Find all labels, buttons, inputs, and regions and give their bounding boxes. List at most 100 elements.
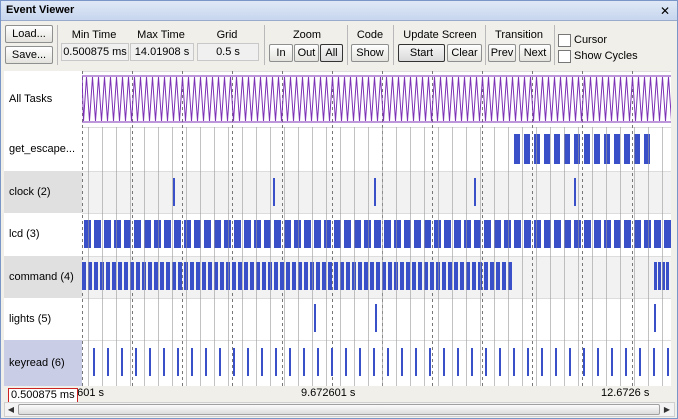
get-escape-bar (644, 134, 650, 164)
keyread-bar (275, 348, 277, 376)
task-label-all-tasks[interactable]: All Tasks (4, 71, 82, 127)
task-label-keyread[interactable]: keyread (6) (4, 340, 82, 386)
lcd-bar (374, 220, 381, 248)
axis-label-mid: 9.672601 s (301, 387, 356, 399)
timeline-plot[interactable] (82, 71, 671, 386)
lcd-bar (164, 220, 171, 248)
command-bar (166, 262, 170, 290)
keyread-bar (625, 348, 627, 376)
command-bar (136, 262, 140, 290)
toolbar-separator (393, 25, 394, 65)
command-bar (346, 262, 350, 290)
task-label-command[interactable]: command (4) (4, 256, 82, 298)
command-bar (292, 262, 296, 290)
transition-next-button[interactable]: Next (519, 44, 551, 62)
command-bar (370, 262, 374, 290)
zoom-out-button[interactable]: Out (294, 44, 319, 62)
keyread-bar (611, 348, 613, 376)
lcd-bar (474, 220, 481, 248)
command-bar (250, 262, 254, 290)
update-clear-button[interactable]: Clear (447, 44, 482, 62)
lcd-bar (124, 220, 131, 248)
lcd-bar (654, 220, 661, 248)
keyread-bar (163, 348, 165, 376)
scroll-right-arrow-icon[interactable]: ▶ (663, 405, 671, 414)
keyread-bar (93, 348, 95, 376)
lcd-bar (284, 220, 291, 248)
keyread-bar (499, 348, 501, 376)
lcd-bar (184, 220, 191, 248)
keyread-bar (583, 348, 585, 376)
lcd-bar (224, 220, 231, 248)
get-escape-bar (534, 134, 540, 164)
lcd-bar (344, 220, 351, 248)
command-bar (154, 262, 158, 290)
keyread-bar (303, 348, 305, 376)
task-label-lights[interactable]: lights (5) (4, 298, 82, 340)
task-label-clock[interactable]: clock (2) (4, 171, 82, 213)
keyread-bar (415, 348, 417, 376)
command-bar (202, 262, 206, 290)
keyread-bar (667, 348, 669, 376)
command-bar (490, 262, 494, 290)
lcd-bar (584, 220, 591, 248)
toolbar-separator (57, 25, 58, 65)
zoom-all-button[interactable]: All (320, 44, 343, 62)
scroll-left-arrow-icon[interactable]: ◀ (7, 405, 15, 414)
horizontal-scrollbar[interactable]: ◀ ▶ (4, 402, 675, 417)
keyread-bar (429, 348, 431, 376)
zoom-in-button[interactable]: In (269, 44, 293, 62)
lcd-bar (404, 220, 411, 248)
scrollbar-thumb[interactable] (18, 404, 660, 415)
clock-bar (474, 178, 476, 206)
command-bar (244, 262, 248, 290)
command-bar (418, 262, 422, 290)
task-label-get-escape[interactable]: get_escape... (4, 127, 82, 171)
command-bar (118, 262, 122, 290)
timeline-svg (82, 71, 671, 386)
get-escape-bar (514, 134, 520, 164)
close-icon[interactable]: ✕ (659, 4, 671, 18)
keyread-bar (541, 348, 543, 376)
keyread-bar (121, 348, 123, 376)
keyread-bar (387, 348, 389, 376)
show-cycles-checkbox[interactable] (558, 50, 571, 63)
lcd-bar (244, 220, 251, 248)
lights-bar (314, 304, 316, 332)
code-show-button[interactable]: Show (351, 44, 389, 62)
command-bar (172, 262, 176, 290)
command-bar (298, 262, 302, 290)
keyread-bar (345, 348, 347, 376)
command-bar (82, 262, 86, 290)
task-label-lcd[interactable]: lcd (3) (4, 213, 82, 256)
cursor-time-readout: 0.500875 ms (8, 388, 78, 403)
keyread-bar (569, 348, 571, 376)
lcd-bar (94, 220, 101, 248)
load-button[interactable]: Load... (5, 25, 53, 43)
clock-bar (173, 178, 175, 206)
lcd-bar (114, 220, 121, 248)
command-bar (328, 262, 332, 290)
lcd-bar (84, 220, 91, 248)
lcd-bar (514, 220, 521, 248)
command-bar (358, 262, 362, 290)
lcd-bar (604, 220, 611, 248)
command-bar (238, 262, 242, 290)
save-button[interactable]: Save... (5, 46, 53, 64)
min-time-value: 0.500875 ms (61, 43, 129, 61)
command-bar (310, 262, 314, 290)
lcd-bar (144, 220, 151, 248)
lcd-bar (414, 220, 421, 248)
cursor-checkbox[interactable] (558, 34, 571, 47)
keyread-bar (401, 348, 403, 376)
command-bar (658, 262, 661, 290)
command-bar (484, 262, 488, 290)
update-start-button[interactable]: Start (398, 44, 445, 62)
command-bar (436, 262, 440, 290)
toolbar-separator (264, 25, 265, 65)
window-title: Event Viewer (6, 4, 75, 16)
max-time-header: Max Time (137, 29, 185, 41)
keyread-bar (597, 348, 599, 376)
transition-prev-button[interactable]: Prev (488, 44, 516, 62)
lcd-bar (544, 220, 551, 248)
